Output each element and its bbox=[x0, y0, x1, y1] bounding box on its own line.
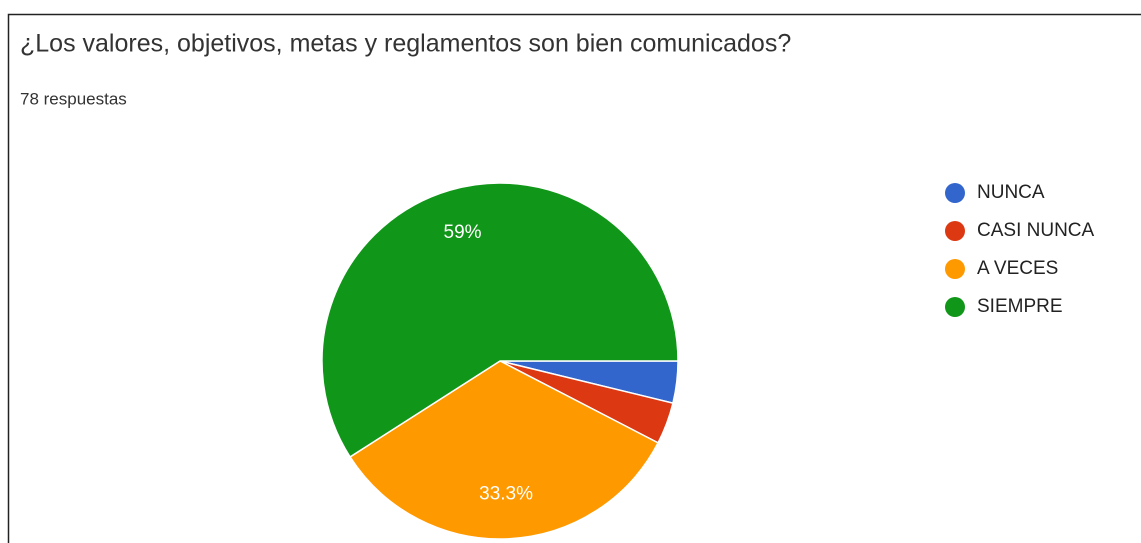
legend-label: NUNCA bbox=[977, 182, 1045, 203]
chart-subtitle: 78 respuestas bbox=[20, 89, 127, 108]
pie-slice bbox=[349, 360, 660, 540]
slice-label: 59% bbox=[444, 222, 482, 243]
legend-label: CASI NUNCA bbox=[977, 220, 1095, 241]
pie-slice bbox=[321, 182, 679, 458]
legend-swatch bbox=[945, 259, 965, 279]
legend-swatch bbox=[945, 297, 965, 317]
legend-label: A VECES bbox=[977, 258, 1058, 279]
slice-label: 33.3% bbox=[479, 483, 533, 504]
legend-swatch bbox=[945, 221, 965, 241]
chart-title: ¿Los valores, objetivos, metas y reglame… bbox=[20, 30, 791, 58]
legend-swatch bbox=[945, 183, 965, 203]
legend-label: SIEMPRE bbox=[977, 296, 1063, 317]
